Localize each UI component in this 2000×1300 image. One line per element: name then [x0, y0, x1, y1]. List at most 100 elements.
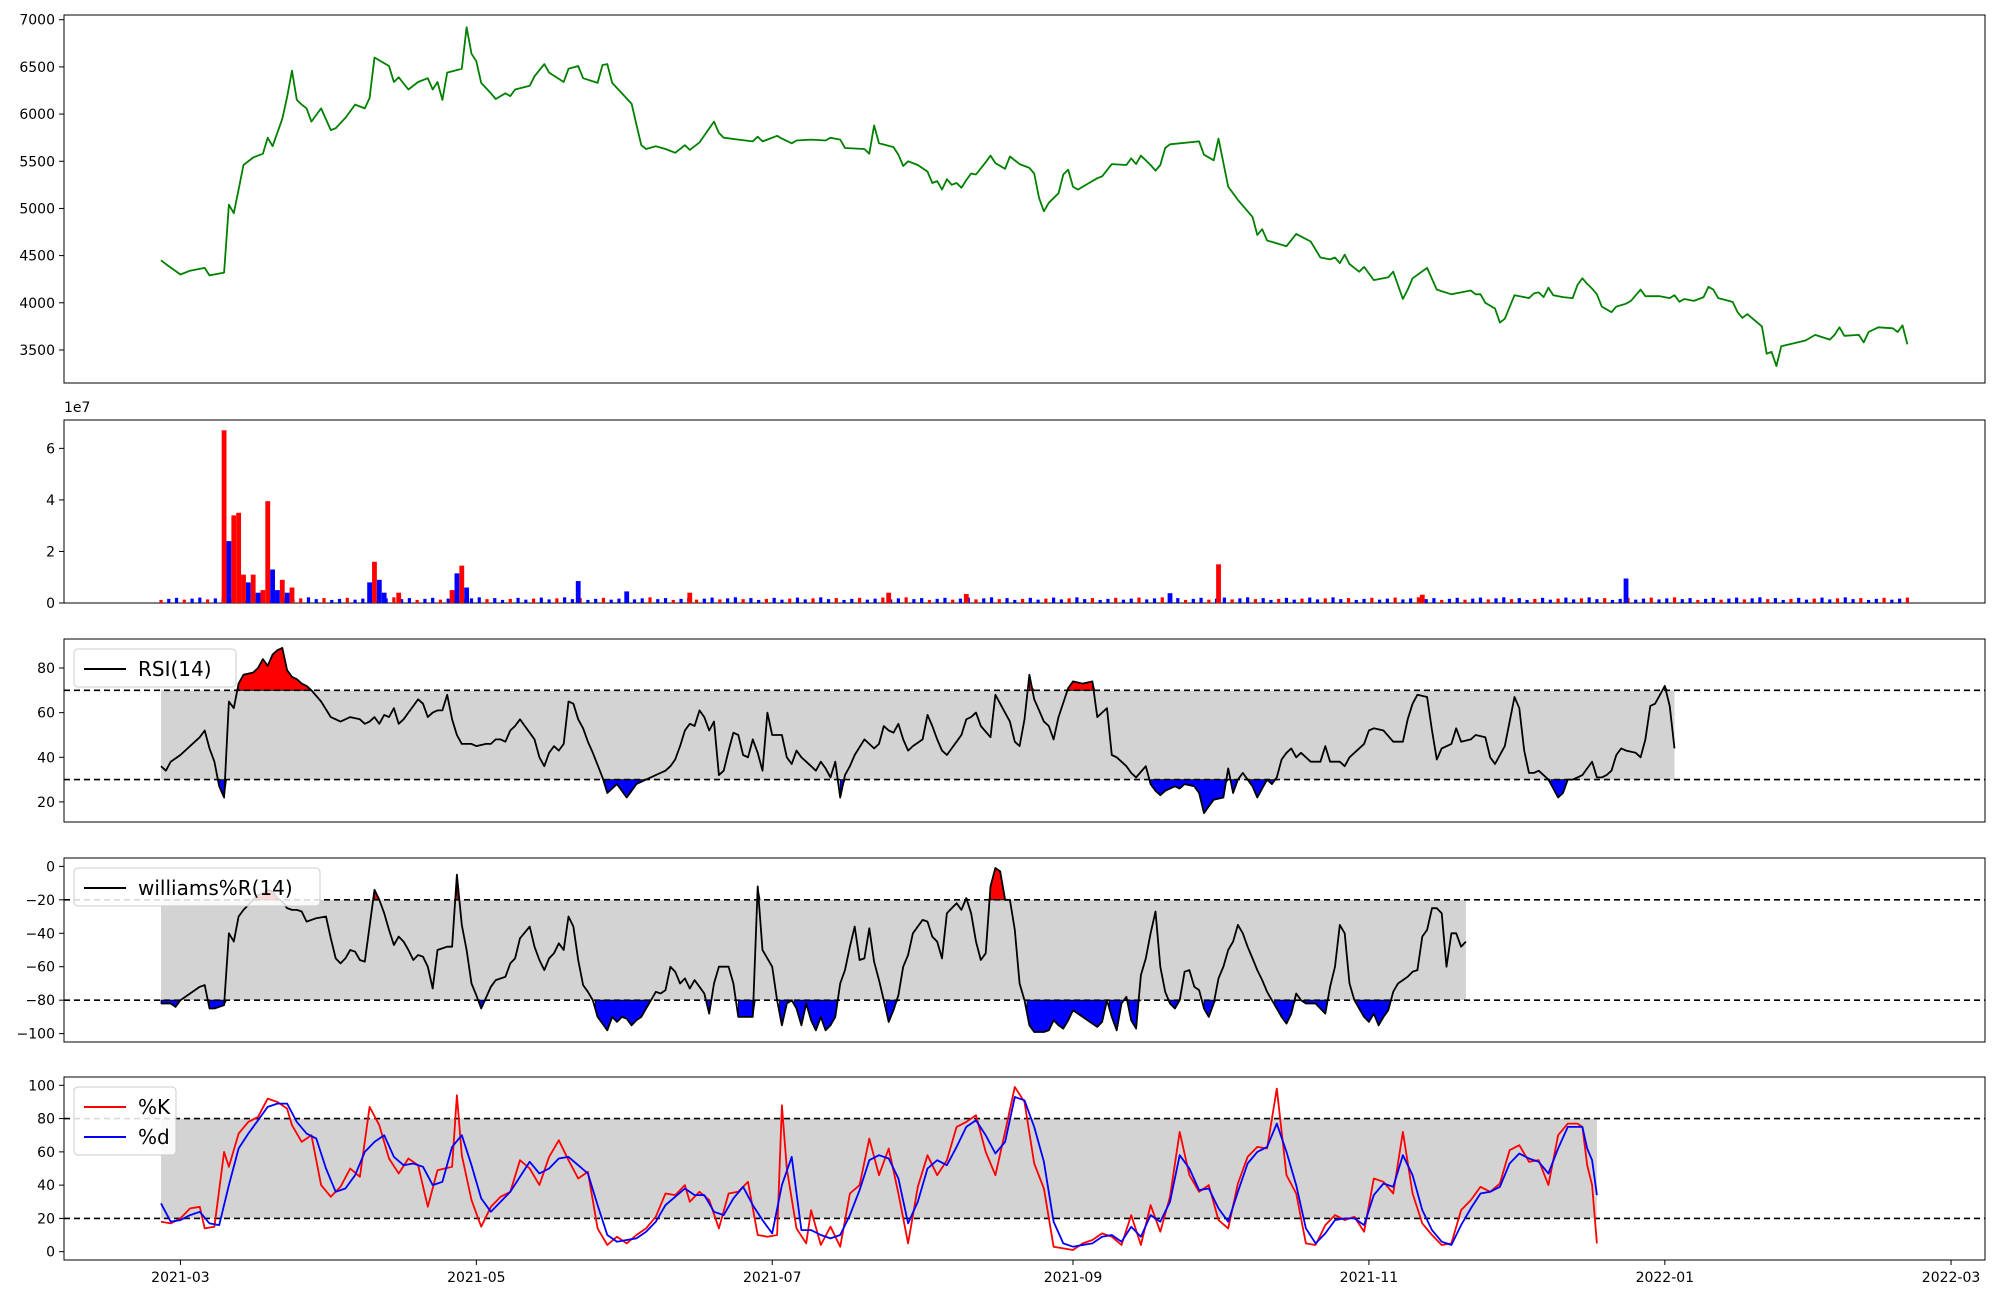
volume-bar	[632, 599, 637, 603]
volume-bar	[1665, 598, 1669, 603]
volume-bar	[1696, 599, 1700, 603]
y-tick-label: 7000	[19, 13, 55, 29]
volume-bar	[1797, 597, 1801, 603]
y-tick-label: 20	[37, 795, 55, 811]
legend-box	[73, 867, 321, 907]
williams_r-overbought-fill	[255, 867, 1006, 901]
volume-bar	[1199, 597, 1203, 603]
volume-bar	[656, 599, 660, 603]
volume-bar	[857, 597, 862, 603]
volume-bar	[270, 569, 275, 603]
volume-bar	[1106, 598, 1110, 603]
y-tick-label: 0	[46, 596, 55, 612]
volume-bar	[1167, 593, 1173, 603]
volume-bar	[1393, 597, 1397, 603]
volume-bar	[547, 599, 551, 603]
volume-bar	[265, 501, 271, 603]
volume-bar	[617, 598, 621, 603]
volume-bar	[1502, 597, 1506, 603]
volume-bar	[1719, 599, 1723, 603]
volume-bar	[275, 590, 280, 603]
volume-bar	[1540, 597, 1545, 603]
volume-bar	[575, 581, 581, 603]
volume-bar	[710, 597, 714, 603]
volume-bar	[1711, 597, 1715, 603]
volume-bar	[1191, 598, 1195, 603]
volume-bar	[1703, 598, 1708, 603]
y-tick-label: 4000	[19, 296, 55, 312]
volume-bar	[648, 597, 652, 603]
volume-bar	[1595, 599, 1599, 603]
volume-bar	[1494, 598, 1498, 603]
rsi-panel: 20 40 60 80 RSI(14)	[37, 638, 1986, 823]
volume-bar	[1013, 599, 1017, 603]
volume-bar	[1176, 598, 1180, 603]
volume-bar	[1028, 597, 1032, 603]
axes-frame	[63, 419, 1986, 604]
volume-bar	[1323, 598, 1327, 603]
williams-r-panel: 0 −20 −40 −60 −80 −100 williams%R(14)	[17, 857, 1986, 1043]
y-tick-label: 6	[46, 441, 55, 457]
volume-bar	[446, 598, 450, 603]
volume-bar	[1052, 597, 1056, 603]
volume-bar	[886, 592, 892, 603]
volume-bar	[1261, 598, 1265, 603]
volume-bar	[1152, 598, 1157, 603]
legend-label: %d	[138, 1125, 170, 1149]
volume-bar	[284, 592, 290, 603]
volume-bar	[1750, 598, 1754, 603]
volume-bar	[1471, 598, 1475, 603]
volume-bar	[1315, 599, 1320, 603]
volume-bar	[1812, 598, 1816, 603]
volume-bar	[485, 599, 489, 603]
volume-bar	[1121, 599, 1126, 603]
williams_r-line	[161, 867, 1467, 1033]
volume-bar	[943, 597, 947, 603]
volume-bar	[912, 599, 916, 603]
volume-bar	[1083, 599, 1087, 603]
volume-bar	[299, 598, 303, 603]
axes-frame	[63, 1076, 1986, 1261]
volume-bar	[850, 598, 854, 603]
volume-bar	[1385, 598, 1389, 603]
x-tick-label: 2021-09	[1044, 1270, 1103, 1286]
volume-bar	[671, 599, 675, 603]
volume-bar	[1579, 598, 1583, 603]
volume-bar	[372, 561, 377, 603]
y-tick-label: −40	[25, 926, 55, 942]
volume-bar	[1036, 599, 1040, 603]
volume-bar	[624, 591, 630, 603]
volume-bar	[345, 597, 349, 603]
volume-bar	[279, 579, 285, 603]
volume-bar	[381, 592, 387, 603]
volume-bar	[449, 590, 455, 603]
volume-bar	[1129, 598, 1133, 603]
volume-bar	[1114, 597, 1118, 603]
x-tick-label: 2021-11	[1340, 1270, 1399, 1286]
y-tick-label: 40	[37, 1178, 55, 1194]
volume-bar	[250, 574, 256, 603]
volume-bar	[213, 598, 217, 603]
legend-label: williams%R(14)	[138, 876, 293, 900]
volume-bar	[407, 598, 411, 603]
volume-bar	[1517, 598, 1521, 603]
volume-bar	[1207, 599, 1211, 603]
volume-bar	[1525, 599, 1529, 603]
volume-bar	[1020, 598, 1025, 603]
volume-bar	[182, 599, 186, 603]
volume-bar	[795, 597, 800, 603]
volume-bar	[1898, 598, 1902, 603]
volume-bar	[314, 599, 318, 603]
volume-bar	[1409, 598, 1413, 603]
volume-bar	[500, 599, 505, 603]
volume-bar	[1509, 599, 1514, 603]
y-tick-label: −80	[25, 993, 55, 1009]
volume-bar	[803, 599, 807, 603]
y-tick-label: 80	[37, 661, 55, 677]
volume-bar	[1623, 578, 1629, 603]
volume-bar	[679, 598, 683, 603]
axes-frame	[63, 638, 1986, 823]
volume-bar	[1866, 599, 1871, 603]
volume-bar	[873, 598, 877, 603]
price-line	[160, 26, 1909, 367]
